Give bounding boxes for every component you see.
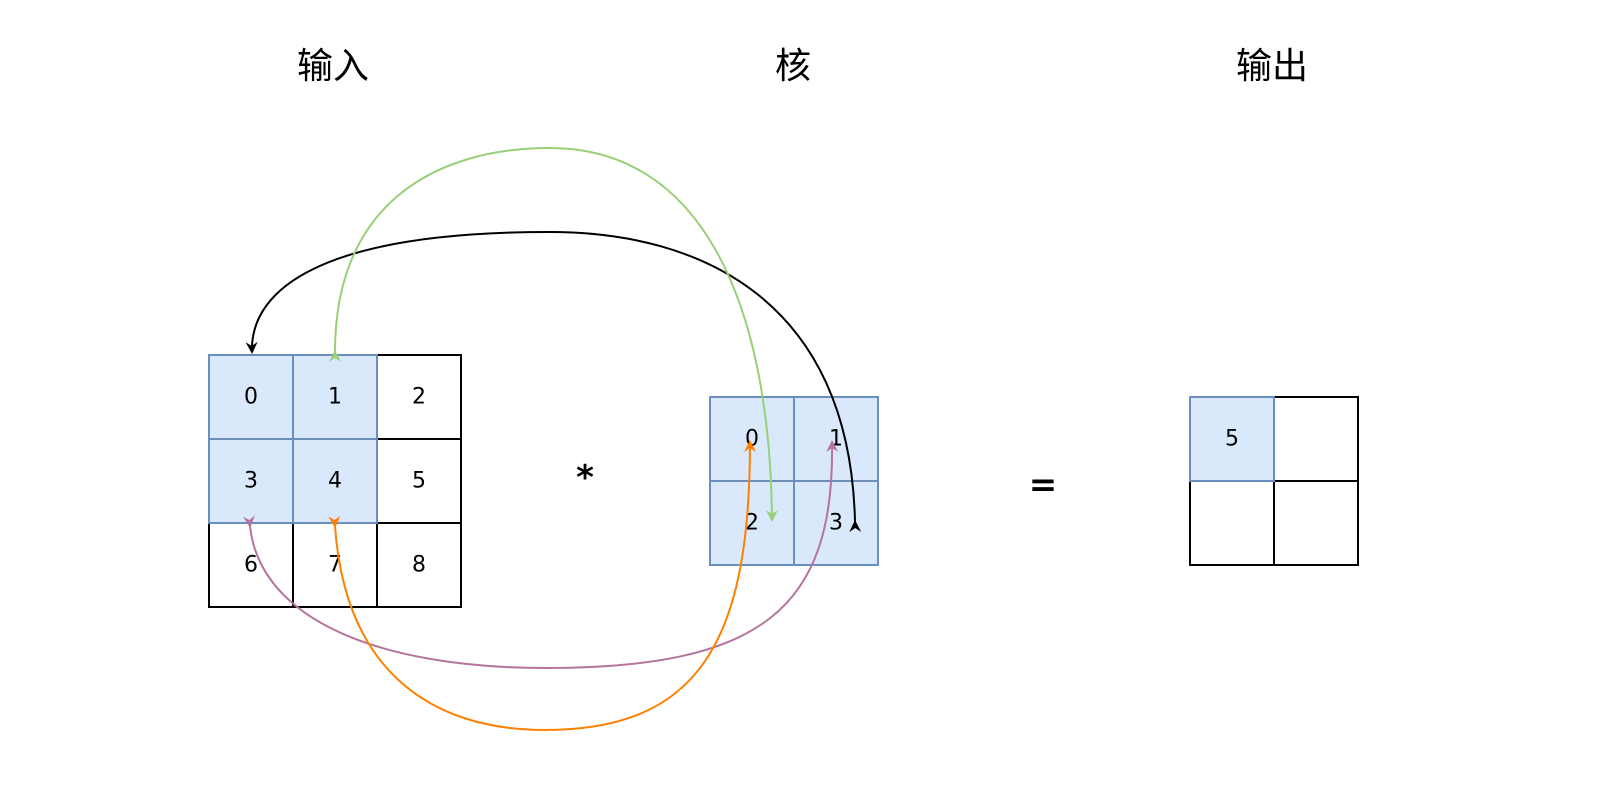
input-cell: 4 <box>292 438 378 524</box>
kernel-cell-value: 3 <box>829 511 843 536</box>
kernel-cell: 2 <box>709 480 795 566</box>
input-cell: 3 <box>208 438 294 524</box>
kernel-cell: 3 <box>793 480 879 566</box>
input-cell-value: 4 <box>328 469 342 494</box>
input-cell-value: 1 <box>328 385 342 410</box>
input-cell-value: 3 <box>244 469 258 494</box>
output-cell <box>1273 396 1359 482</box>
input-cell-value: 0 <box>244 385 258 410</box>
output-title: 输出 <box>1236 46 1308 87</box>
output-cell: 5 <box>1189 396 1275 482</box>
input-title: 输入 <box>297 46 369 87</box>
input-cell: 0 <box>208 354 294 440</box>
input-cell: 1 <box>292 354 378 440</box>
arrow-kernel3-to-input0 <box>245 230 862 533</box>
input-cell: 8 <box>376 522 462 608</box>
output-cell-box <box>1189 480 1275 566</box>
input-cell-value: 6 <box>244 553 258 578</box>
input-cell-value: 2 <box>412 385 426 410</box>
output-cell <box>1273 480 1359 566</box>
arrow-input1-to-kernel2 <box>328 146 778 522</box>
output-cell-box <box>1273 480 1359 566</box>
kernel-cell: 0 <box>709 396 795 482</box>
output-cell-box <box>1273 396 1359 482</box>
kernel-cell-value: 0 <box>745 427 759 452</box>
arrow-input4-to-kernel0 <box>328 440 756 732</box>
output-cell-value: 5 <box>1225 427 1239 452</box>
output-grid: 5 <box>1189 396 1359 566</box>
input-cell: 5 <box>376 438 462 524</box>
output-cell <box>1189 480 1275 566</box>
arrow-input3-to-kernel1 <box>242 440 839 670</box>
input-cell-value: 8 <box>412 553 426 578</box>
kernel-title: 核 <box>775 46 811 87</box>
input-cell: 2 <box>376 354 462 440</box>
convolve-operator: * <box>576 458 594 498</box>
output-cell-box <box>1189 396 1275 482</box>
input-cell-value: 5 <box>412 469 426 494</box>
input-grid: 256 7 80 13 4 <box>208 354 462 608</box>
equals-operator: = <box>1029 465 1058 505</box>
